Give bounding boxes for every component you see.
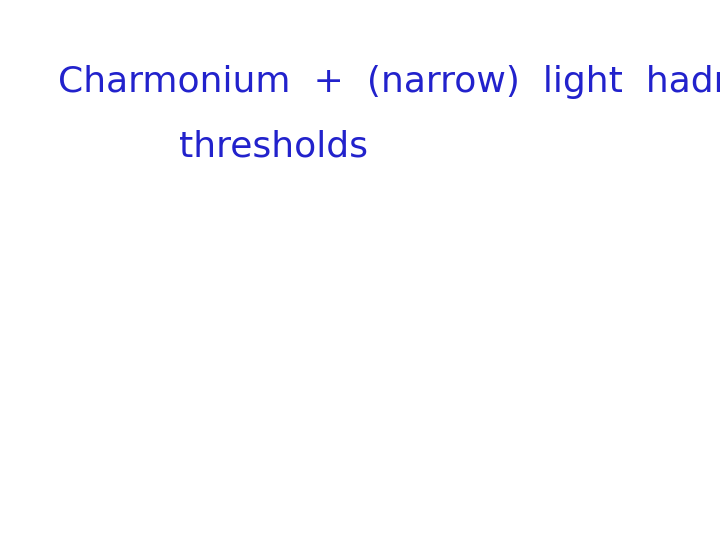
- Text: thresholds: thresholds: [179, 130, 368, 164]
- Text: Charmonium  +  (narrow)  light  hadron: Charmonium + (narrow) light hadron: [58, 65, 720, 99]
